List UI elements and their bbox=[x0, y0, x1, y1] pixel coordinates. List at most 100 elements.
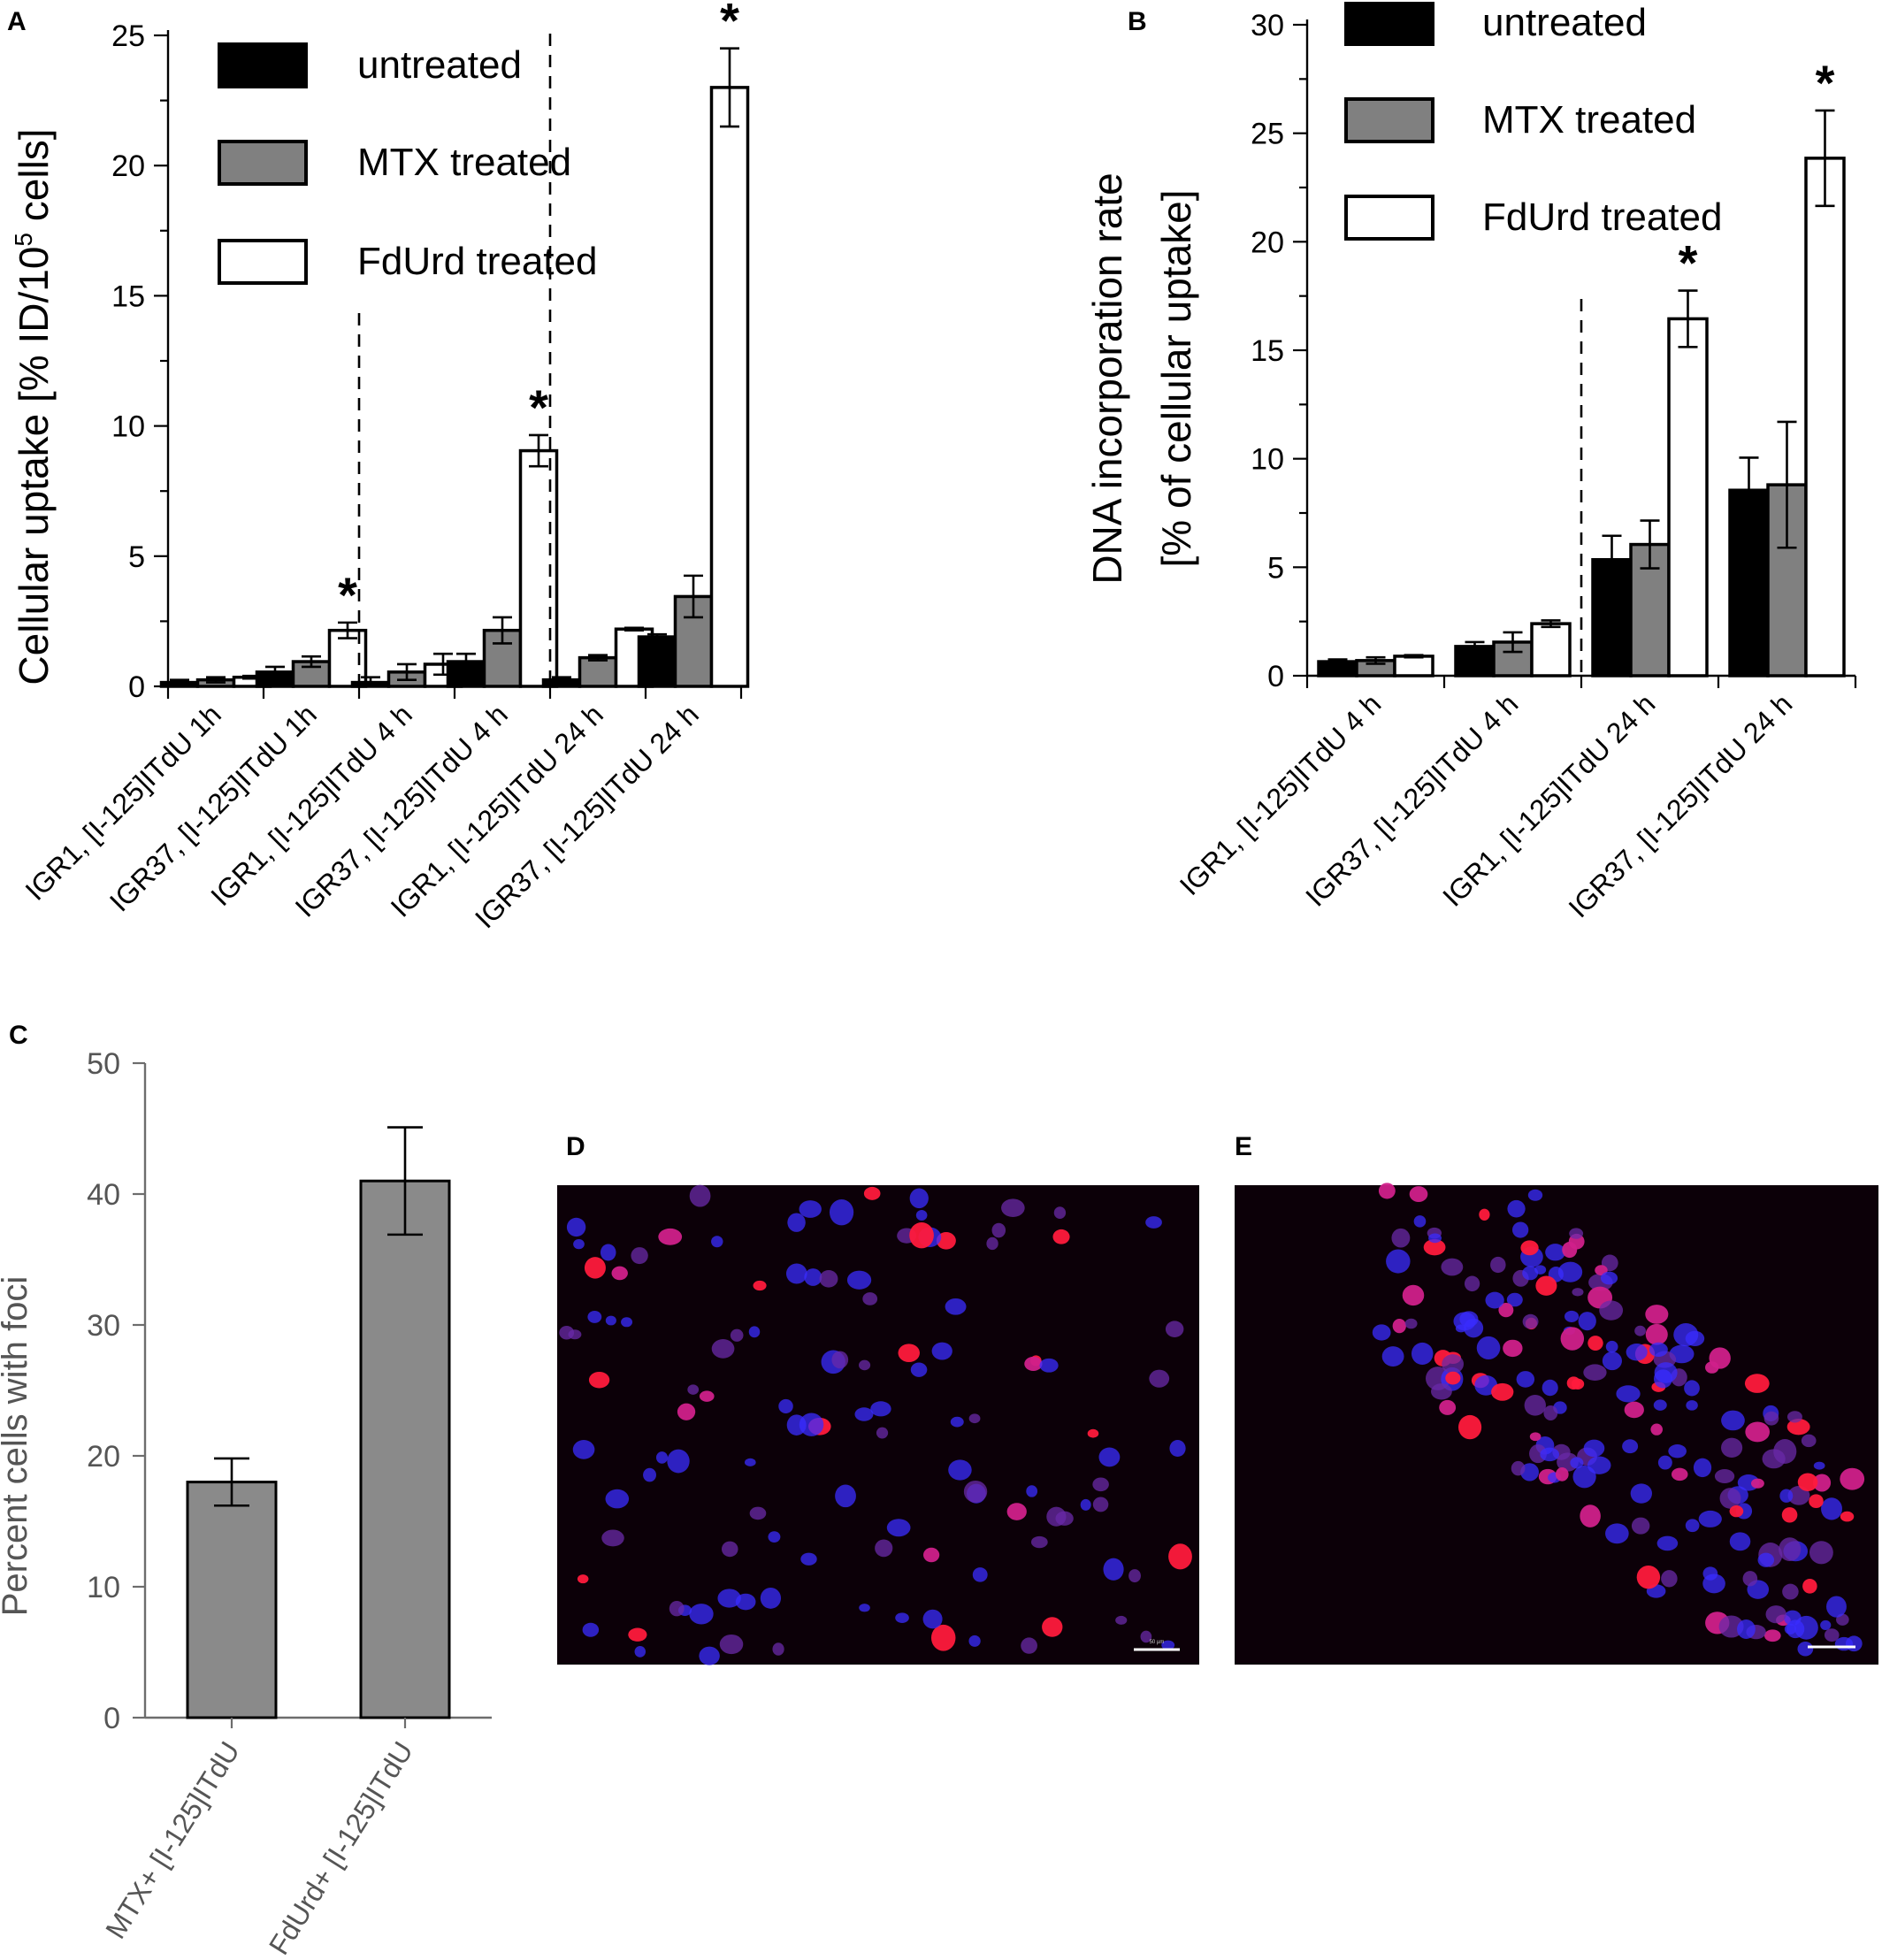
foci-positive-nucleus bbox=[1650, 1423, 1663, 1436]
chart-a-bar bbox=[541, 678, 582, 688]
nucleus bbox=[605, 1489, 630, 1509]
nucleus bbox=[1548, 1472, 1562, 1483]
foci-positive-nucleus bbox=[1840, 1511, 1855, 1522]
nucleus bbox=[1634, 1325, 1646, 1336]
nucleus bbox=[1021, 1637, 1037, 1654]
nucleus bbox=[1511, 1221, 1529, 1238]
chart-a-bar bbox=[614, 627, 654, 688]
foci-positive-nucleus bbox=[1498, 1303, 1514, 1318]
chart-c-ytick-label: 10 bbox=[87, 1571, 120, 1604]
chart-c-category-label: FdUrd+ [I-125]ITdU bbox=[263, 1736, 419, 1960]
nucleus bbox=[1673, 1323, 1699, 1347]
nucleus bbox=[1824, 1628, 1840, 1642]
nucleus bbox=[601, 1529, 624, 1547]
foci-positive-nucleus bbox=[1423, 1238, 1446, 1256]
nucleus bbox=[1605, 1340, 1618, 1353]
nucleus bbox=[1524, 1395, 1546, 1416]
foci-positive-nucleus bbox=[1744, 1374, 1770, 1393]
foci-positive-nucleus bbox=[807, 1417, 831, 1436]
nucleus bbox=[1507, 1199, 1526, 1218]
nucleus bbox=[1747, 1580, 1770, 1599]
nucleus bbox=[582, 1622, 600, 1637]
nucleus bbox=[689, 1184, 711, 1207]
nucleus bbox=[846, 1270, 872, 1290]
nucleus bbox=[1115, 1615, 1128, 1625]
nucleus bbox=[1773, 1439, 1797, 1464]
nucleus bbox=[915, 1210, 928, 1221]
nucleus bbox=[1721, 1437, 1743, 1459]
nucleus bbox=[1542, 1379, 1558, 1397]
chart-a-bar bbox=[291, 660, 332, 688]
foci-positive-nucleus bbox=[863, 1186, 881, 1200]
nucleus bbox=[787, 1213, 806, 1232]
chart-a-ylabel-main: Cellular uptake [% ID/10 bbox=[11, 247, 57, 685]
chart-a-bar bbox=[386, 670, 427, 688]
chart-b-bar bbox=[1629, 542, 1671, 678]
nucleus bbox=[1685, 1519, 1700, 1533]
foci-positive-nucleus bbox=[1709, 1347, 1731, 1369]
foci-positive-nucleus bbox=[1520, 1240, 1539, 1256]
chart-a-significance-star: * bbox=[338, 567, 357, 623]
chart-a-bar bbox=[232, 675, 272, 688]
nucleus bbox=[1702, 1566, 1718, 1581]
foci-positive-nucleus bbox=[1781, 1507, 1798, 1523]
nucleus bbox=[1522, 1266, 1539, 1281]
foci-positive-nucleus bbox=[1168, 1543, 1192, 1570]
foci-positive-nucleus bbox=[1797, 1473, 1818, 1491]
micrograph-d-scale-bar-text: 50 µm bbox=[1150, 1640, 1165, 1645]
nucleus bbox=[1727, 1486, 1748, 1504]
micrograph-d-cells bbox=[559, 1184, 1192, 1665]
foci-positive-nucleus bbox=[1439, 1399, 1457, 1415]
chart-b-ytick-label: 15 bbox=[1251, 334, 1284, 368]
chart-b-ytick-label: 30 bbox=[1251, 9, 1284, 42]
nucleus bbox=[1779, 1489, 1794, 1503]
chart-a-ylabel-sup: 5 bbox=[10, 233, 37, 247]
foci-positive-nucleus bbox=[1378, 1183, 1396, 1199]
nucleus bbox=[1782, 1583, 1799, 1600]
nucleus bbox=[910, 1362, 928, 1377]
nucleus bbox=[735, 1593, 756, 1611]
nucleus bbox=[1527, 1189, 1543, 1201]
chart-b-bar bbox=[1317, 660, 1358, 678]
foci-positive-nucleus bbox=[1503, 1339, 1523, 1358]
foci-positive-nucleus bbox=[699, 1390, 715, 1402]
nucleus bbox=[821, 1350, 845, 1374]
chart-b-ylabel-line2: [% of cellular uptake] bbox=[1153, 189, 1199, 567]
nucleus bbox=[1557, 1261, 1583, 1282]
nucleus bbox=[1622, 1439, 1639, 1454]
chart-a-bar bbox=[637, 635, 677, 688]
nucleus bbox=[785, 1263, 807, 1284]
nucleus bbox=[1426, 1367, 1450, 1390]
foci-positive-nucleus bbox=[1595, 1265, 1608, 1276]
nucleus bbox=[1583, 1364, 1607, 1381]
nucleus bbox=[749, 1506, 767, 1520]
nucleus bbox=[1600, 1271, 1618, 1285]
foci-positive-nucleus bbox=[1671, 1467, 1688, 1481]
nucleus bbox=[1763, 1405, 1779, 1422]
foci-positive-nucleus bbox=[1566, 1376, 1580, 1390]
chart-b-significance-star: * bbox=[1679, 235, 1698, 291]
nucleus bbox=[1626, 1344, 1648, 1361]
nucleus bbox=[1520, 1463, 1539, 1481]
nucleus bbox=[1605, 1523, 1629, 1544]
foci-positive-nucleus bbox=[1457, 1414, 1482, 1440]
foci-positive-nucleus bbox=[1580, 1504, 1601, 1527]
chart-b-ytick-label: 0 bbox=[1267, 660, 1284, 693]
nucleus bbox=[1588, 1274, 1613, 1291]
chart-a-bar bbox=[350, 680, 391, 688]
chart-c-category-label: MTX+ [I-125]ITdU bbox=[99, 1736, 246, 1944]
nucleus bbox=[819, 1270, 838, 1288]
foci-positive-nucleus bbox=[1745, 1421, 1771, 1443]
nucleus bbox=[621, 1317, 633, 1328]
chart-a-ytick-label: 10 bbox=[111, 410, 145, 444]
nucleus bbox=[600, 1244, 616, 1261]
chart-c-ytick-label: 0 bbox=[103, 1702, 120, 1735]
panel-letter-a: A bbox=[7, 7, 27, 36]
nucleus bbox=[1631, 1517, 1650, 1535]
nucleus bbox=[655, 1451, 669, 1464]
chart-a-bar bbox=[195, 678, 236, 688]
nucleus bbox=[1684, 1380, 1700, 1397]
nucleus bbox=[1653, 1399, 1667, 1411]
nucleus bbox=[1055, 1511, 1074, 1526]
nucleus bbox=[1616, 1385, 1641, 1403]
